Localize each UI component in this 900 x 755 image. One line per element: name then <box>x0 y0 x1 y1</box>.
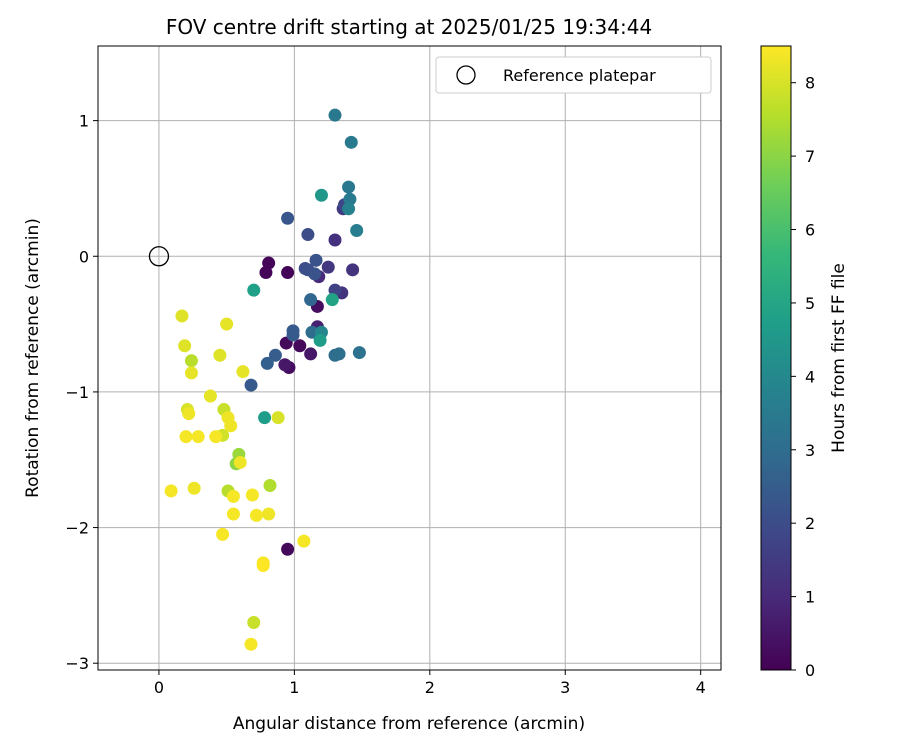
data-point <box>249 508 263 522</box>
data-point <box>260 356 274 370</box>
data-point <box>244 378 258 392</box>
data-point <box>350 223 364 237</box>
x-tick-label: 0 <box>154 678 164 697</box>
data-point <box>344 135 358 149</box>
data-point <box>268 348 282 362</box>
colorbar-label: Hours from first FF file <box>829 263 849 453</box>
data-point <box>187 481 201 495</box>
data-point <box>182 407 196 421</box>
data-point <box>203 389 217 403</box>
data-point <box>175 309 189 323</box>
y-tick-label: −1 <box>65 383 89 402</box>
reference-marker-group <box>148 246 170 267</box>
data-point <box>226 489 240 503</box>
colorbar-tick-label: 8 <box>805 74 815 93</box>
data-point <box>342 180 356 194</box>
data-point <box>184 366 198 380</box>
data-point <box>314 188 328 202</box>
plot-frame <box>97 45 722 671</box>
data-point <box>178 339 192 353</box>
data-point <box>332 347 346 361</box>
data-point <box>263 479 277 493</box>
data-point <box>259 266 273 280</box>
data-point <box>244 637 258 651</box>
legend-box <box>435 56 712 94</box>
legend-entry-reference: Reference platepar <box>503 66 656 85</box>
data-point <box>293 339 307 353</box>
data-point <box>233 455 247 469</box>
data-point <box>313 333 327 347</box>
data-point <box>220 317 234 331</box>
data-point <box>278 358 292 372</box>
x-tick-label: 1 <box>289 678 299 697</box>
data-point <box>281 211 295 225</box>
data-point <box>281 542 295 556</box>
data-point <box>213 348 227 362</box>
x-axis-label: Angular distance from reference (arcmin) <box>233 714 585 734</box>
reference-platepar-marker <box>148 246 170 267</box>
data-point <box>247 616 261 630</box>
data-point <box>301 228 315 242</box>
colorbar-tick-label: 7 <box>805 147 815 166</box>
colorbar-tick-label: 4 <box>805 367 815 386</box>
data-point <box>191 430 205 444</box>
data-point <box>184 354 198 368</box>
colorbar-tick-label: 0 <box>805 661 815 680</box>
data-point <box>236 365 250 379</box>
data-point <box>321 260 335 274</box>
data-point <box>325 293 339 307</box>
data-point <box>342 202 356 216</box>
data-point <box>352 346 366 360</box>
x-tick-label: 2 <box>425 678 435 697</box>
data-point <box>281 266 295 280</box>
data-point <box>308 267 322 281</box>
data-point <box>328 233 342 247</box>
colorbar-tick-label: 3 <box>805 441 815 460</box>
data-point <box>262 507 276 521</box>
data-point <box>179 430 193 444</box>
data-point <box>328 108 342 122</box>
data-point <box>271 411 285 425</box>
colorbar-ticks: 0 1 2 3 4 5 6 7 8 <box>791 74 815 680</box>
colorbar-tick-label: 2 <box>805 514 815 533</box>
data-point <box>304 293 318 307</box>
data-point <box>305 325 319 339</box>
data-point <box>216 527 230 541</box>
grid-lines <box>98 46 721 670</box>
data-point <box>343 192 357 206</box>
data-point <box>346 263 360 277</box>
legend-reference-marker <box>456 65 476 85</box>
data-points <box>164 108 366 651</box>
data-point <box>258 411 272 425</box>
y-tick-label: −2 <box>65 519 89 538</box>
y-tick-label: 0 <box>79 247 89 266</box>
data-point <box>247 283 261 297</box>
x-tick-label: 3 <box>560 678 570 697</box>
data-point <box>245 488 259 502</box>
data-point <box>309 253 323 267</box>
y-tick-label: −3 <box>65 654 89 673</box>
chart-title: FOV centre drift starting at 2025/01/25 … <box>166 15 652 39</box>
data-point <box>224 419 238 433</box>
data-point <box>209 430 223 444</box>
data-point <box>304 347 318 361</box>
y-axis-label: Rotation from reference (arcmin) <box>23 218 43 498</box>
colorbar-tick-label: 6 <box>805 221 815 240</box>
data-point <box>164 484 178 498</box>
data-point <box>256 559 270 573</box>
colorbar-tick-label: 5 <box>805 294 815 313</box>
y-axis-ticks: −3 −2 −1 0 1 <box>65 112 98 673</box>
data-point <box>297 534 311 548</box>
x-tick-label: 4 <box>696 678 706 697</box>
legend: Reference platepar <box>435 56 712 94</box>
x-axis-ticks: 0 1 2 3 4 <box>154 670 706 697</box>
colorbar-tick-label: 1 <box>805 588 815 607</box>
data-point <box>226 507 240 521</box>
colorbar <box>760 45 792 671</box>
y-tick-label: 1 <box>79 112 89 131</box>
data-point <box>286 328 300 342</box>
